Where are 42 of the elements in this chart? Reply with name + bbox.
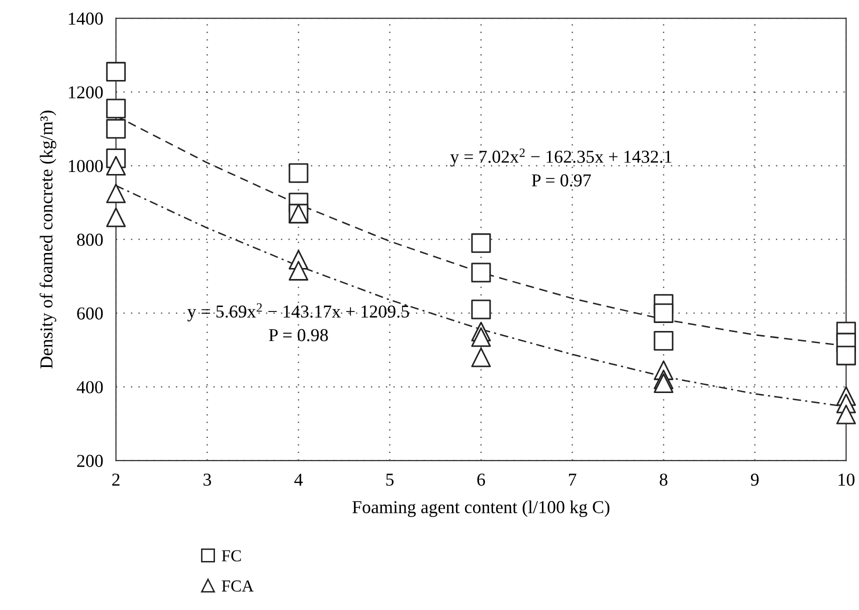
x-tick-label: 6: [477, 474, 486, 486]
point: [106, 207, 126, 228]
x-tick-label: 7: [568, 474, 576, 486]
legend-label: FCA: [222, 580, 254, 592]
annotation: P = 0.97: [532, 174, 591, 187]
point: [836, 404, 856, 424]
legend-label: FC: [222, 550, 241, 562]
point: [836, 346, 856, 366]
x-tick-label: 5: [386, 474, 394, 486]
x-tick-label: 9: [750, 474, 759, 486]
point: [471, 327, 491, 347]
x-axis-title: Foaming agent content (l/100 kg C): [352, 500, 610, 517]
y-tick-label: 1200: [68, 86, 103, 98]
x-tick-label: 2: [112, 474, 120, 486]
y-tick-label: 400: [76, 381, 103, 394]
point: [106, 62, 126, 82]
point: [654, 373, 674, 393]
point: [106, 184, 126, 204]
y-tick-label: 1000: [68, 160, 103, 172]
y-tick-label: 800: [77, 234, 103, 246]
y-tick-label: 1400: [68, 12, 103, 25]
point: [471, 300, 491, 320]
x-tick-label: 3: [204, 474, 212, 486]
x-tick-label: 4: [294, 474, 303, 486]
x-tick-label: 10: [838, 474, 854, 486]
point: [654, 303, 674, 323]
annotation: y = 7.02x$^{2}$ − 162.35x + 1432.1: [450, 148, 672, 167]
y-tick-label: 200: [77, 454, 103, 467]
annotation: y = 5.69x$^{2}$ − 143.17x + 1209.5: [187, 303, 409, 322]
point: [471, 348, 491, 368]
point: [471, 262, 491, 282]
point: [288, 260, 308, 281]
point: [106, 119, 126, 139]
y-axis-title: Density of foamed concrete (kg/m³): [40, 110, 56, 368]
point: [471, 233, 491, 253]
y-tick-label: 600: [77, 307, 103, 320]
annotation: P = 0.98: [268, 329, 328, 342]
point: [288, 163, 308, 183]
point: [654, 330, 674, 351]
point: [106, 98, 126, 118]
point: [106, 156, 126, 176]
x-tick-label: 8: [660, 474, 668, 486]
